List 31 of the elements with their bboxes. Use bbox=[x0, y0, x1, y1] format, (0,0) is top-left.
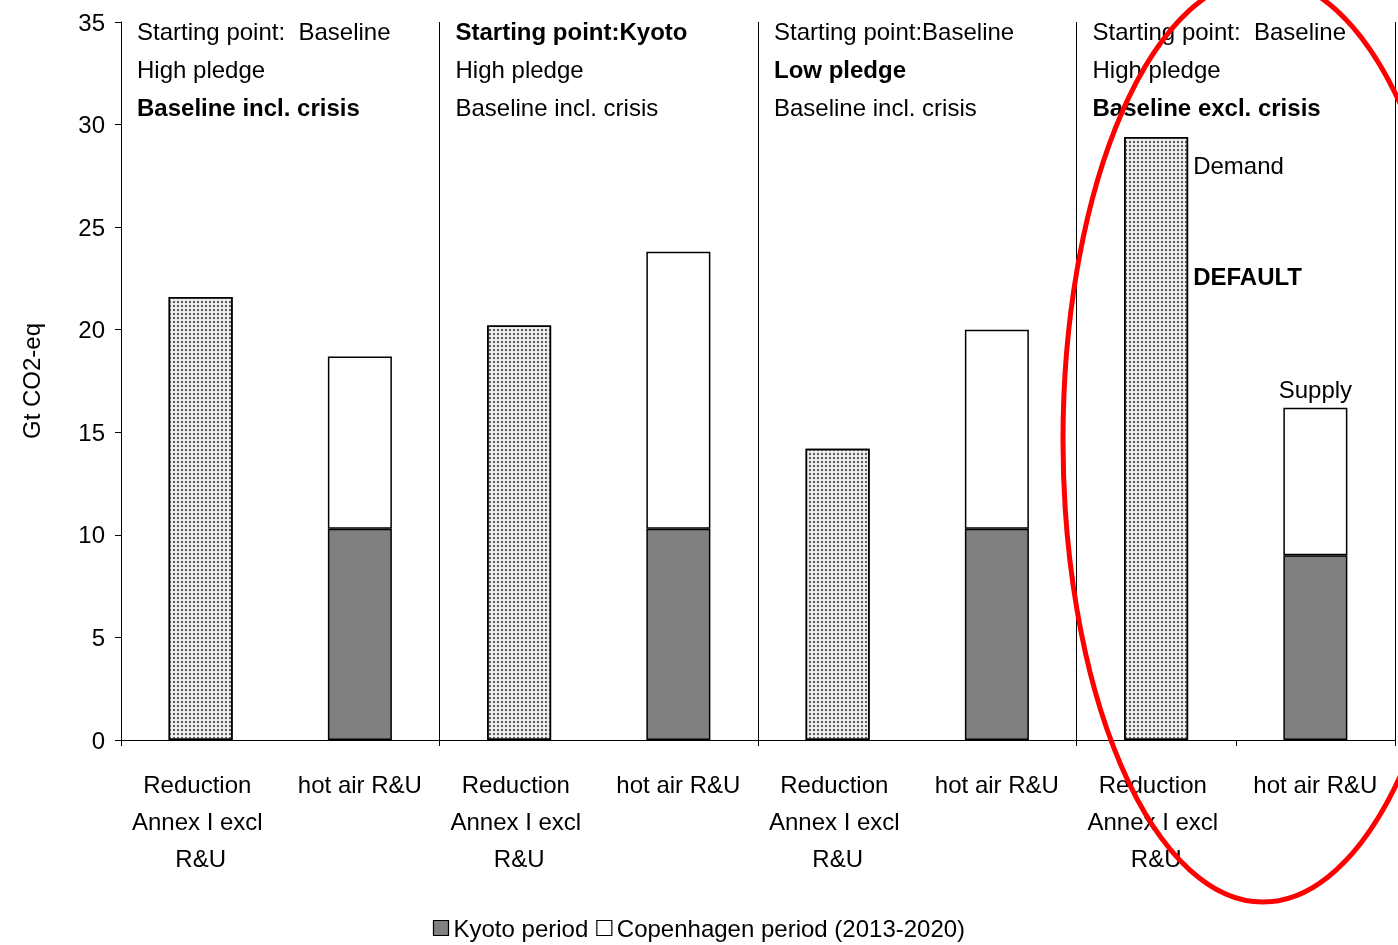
annotation: Starting point:Baseline bbox=[774, 17, 1015, 45]
y-axis-title: Gt CO2-eq bbox=[17, 322, 45, 440]
legend-label: Copenhagen period (2013-2020) bbox=[616, 914, 966, 942]
annotation: Baseline incl. crisis bbox=[455, 93, 659, 121]
annotation: High pledge bbox=[455, 55, 584, 83]
y-tick-label: 30 bbox=[78, 111, 105, 139]
legend-label: Kyoto period bbox=[453, 914, 589, 942]
x-tick-label: hot air R&U bbox=[1253, 771, 1378, 798]
y-tick-label: 20 bbox=[78, 316, 105, 344]
x-tick-label: hot air R&U bbox=[616, 771, 741, 798]
annotation: Supply bbox=[1278, 375, 1353, 403]
x-tick-label: Reduction Annex I excl R&U bbox=[768, 771, 907, 872]
annotation: Baseline incl. crisis bbox=[137, 93, 360, 121]
y-tick-label: 10 bbox=[78, 521, 105, 549]
x-tick-label: Reduction Annex I excl R&U bbox=[450, 771, 588, 872]
annotation: DEFAULT bbox=[1193, 262, 1303, 290]
x-tick-label: hot air R&U bbox=[934, 771, 1059, 798]
annotation: Low pledge bbox=[774, 55, 906, 83]
annotation: High pledge bbox=[1092, 55, 1221, 83]
annotation: Starting point:Kyoto bbox=[455, 17, 688, 45]
annotation: Baseline incl. crisis bbox=[774, 93, 977, 121]
y-tick-label: 35 bbox=[78, 8, 105, 36]
y-tick-label: 25 bbox=[78, 213, 105, 241]
x-tick-label: hot air R&U bbox=[297, 771, 422, 798]
x-tick-label: Reduction Annex I excl R&U bbox=[131, 771, 270, 872]
annotation: Demand bbox=[1193, 152, 1284, 180]
annotation: High pledge bbox=[137, 55, 266, 83]
annotation: Starting point: Baseline bbox=[137, 17, 391, 45]
y-tick-label: 5 bbox=[91, 623, 105, 651]
y-tick-label: 0 bbox=[91, 726, 105, 754]
y-tick-label: 15 bbox=[78, 418, 105, 446]
